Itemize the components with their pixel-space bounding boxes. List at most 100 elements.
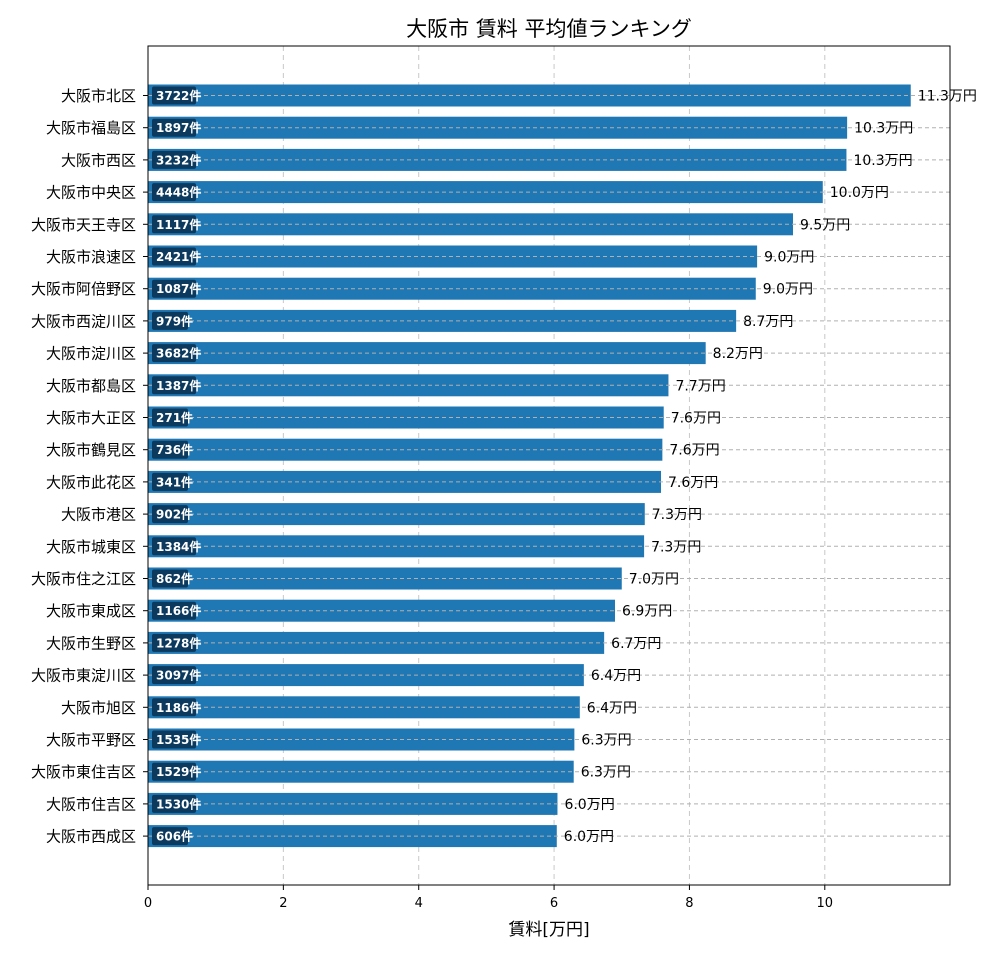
value-label: 7.7万円 bbox=[675, 378, 725, 394]
y-tick-label: 大阪市西区 bbox=[61, 151, 136, 169]
count-badge bbox=[152, 183, 196, 202]
grid-layer bbox=[282, 46, 826, 885]
count-badge bbox=[152, 215, 196, 234]
value-label: 9.5万円 bbox=[800, 217, 850, 233]
value-label: 10.0万円 bbox=[830, 185, 889, 201]
y-tick-label: 大阪市都島区 bbox=[46, 377, 136, 395]
count-label: 979件 bbox=[156, 313, 193, 328]
count-label: 1387件 bbox=[156, 378, 201, 393]
count-label: 2421件 bbox=[156, 249, 201, 264]
x-tick-label: 6 bbox=[550, 896, 558, 911]
count-badge bbox=[152, 150, 196, 169]
labels-layer: 3722件 11.3万円 1897件 10.3万円 3232件 10.3万円 4448件 10… bbox=[152, 86, 977, 846]
y-tick-label: 大阪市淀川区 bbox=[46, 345, 136, 363]
value-label: 8.7万円 bbox=[743, 314, 793, 330]
count-badge bbox=[152, 633, 196, 652]
count-label: 1535件 bbox=[156, 732, 201, 747]
value-label: 6.9万円 bbox=[622, 604, 672, 620]
value-label: 7.6万円 bbox=[669, 443, 719, 459]
value-label: 6.3万円 bbox=[581, 765, 631, 781]
y-tick-label: 大阪市旭区 bbox=[61, 699, 136, 717]
count-badge bbox=[152, 537, 196, 556]
value-label: 10.3万円 bbox=[853, 153, 912, 169]
count-label: 1384件 bbox=[156, 539, 201, 554]
y-tick-label: 大阪市此花区 bbox=[46, 473, 136, 491]
count-badge bbox=[152, 472, 188, 491]
count-badge bbox=[152, 86, 196, 105]
bar bbox=[148, 696, 580, 719]
count-label: 736件 bbox=[156, 442, 193, 457]
value-label: 10.3万円 bbox=[854, 121, 913, 137]
value-label: 9.0万円 bbox=[764, 250, 814, 266]
y-tick-label: 大阪市港区 bbox=[61, 506, 136, 524]
value-label: 6.7万円 bbox=[611, 636, 661, 652]
count-badge bbox=[152, 440, 188, 459]
count-label: 3097件 bbox=[156, 668, 201, 683]
x-tick-label: 10 bbox=[817, 896, 834, 911]
count-badge bbox=[152, 601, 196, 620]
x-tick-label: 4 bbox=[415, 896, 423, 911]
y-tick-label: 大阪市西淀川区 bbox=[31, 312, 136, 330]
count-label: 1897件 bbox=[156, 120, 201, 135]
value-label: 7.3万円 bbox=[652, 507, 702, 523]
y-tick-label: 大阪市天王寺区 bbox=[31, 216, 136, 234]
y-tick-label: 大阪市阿倍野区 bbox=[31, 280, 136, 298]
x-tick-label: 8 bbox=[685, 896, 693, 911]
count-label: 1087件 bbox=[156, 281, 201, 296]
count-label: 902件 bbox=[156, 507, 193, 522]
value-label: 9.0万円 bbox=[763, 282, 813, 298]
count-badge bbox=[152, 666, 196, 685]
y-tick-label: 大阪市浪速区 bbox=[46, 248, 136, 266]
count-badge bbox=[152, 505, 188, 524]
y-tick-label: 大阪市西成区 bbox=[46, 828, 136, 846]
y-tick-label: 大阪市鶴見区 bbox=[46, 441, 136, 459]
count-badge bbox=[152, 279, 196, 298]
plot-frame bbox=[147, 45, 951, 886]
count-label: 1186件 bbox=[156, 700, 201, 715]
bars-layer bbox=[148, 84, 911, 848]
y-tick-label: 大阪市住吉区 bbox=[46, 795, 136, 813]
chart-title: 大阪市 賃料 平均値ランキング bbox=[406, 17, 692, 41]
y-tick-label: 大阪市大正区 bbox=[46, 409, 136, 427]
bar bbox=[148, 470, 662, 493]
x-tick-label: 0 bbox=[144, 896, 152, 911]
y-tick-label: 大阪市福島区 bbox=[46, 119, 136, 137]
x-axis: 0 2 4 6 8 10 bbox=[144, 885, 833, 911]
value-label: 6.0万円 bbox=[564, 829, 614, 845]
count-badge bbox=[152, 827, 188, 846]
value-label: 8.2万円 bbox=[713, 346, 763, 362]
value-label: 7.6万円 bbox=[668, 475, 718, 491]
y-tick-label: 大阪市生野区 bbox=[46, 634, 136, 652]
count-badge bbox=[152, 408, 188, 427]
bar bbox=[148, 116, 848, 139]
value-label: 11.3万円 bbox=[918, 89, 977, 105]
y-tick-label: 大阪市中央区 bbox=[46, 184, 136, 202]
count-badge bbox=[152, 344, 196, 363]
count-label: 1166件 bbox=[156, 603, 201, 618]
value-label: 7.6万円 bbox=[671, 411, 721, 427]
x-axis-label: 賃料[万円] bbox=[508, 920, 589, 940]
bar bbox=[148, 567, 622, 590]
count-badge bbox=[152, 311, 188, 330]
value-label: 6.3万円 bbox=[581, 733, 631, 749]
count-badge bbox=[152, 730, 196, 749]
y-tick-label: 大阪市北区 bbox=[61, 87, 136, 105]
y-tick-label: 大阪市東住吉区 bbox=[31, 763, 136, 781]
bar bbox=[148, 342, 706, 365]
y-tick-label: 大阪市平野区 bbox=[46, 731, 136, 749]
count-badge bbox=[152, 376, 196, 395]
x-tick-label: 2 bbox=[279, 896, 287, 911]
count-label: 1278件 bbox=[156, 635, 201, 650]
count-badge bbox=[152, 247, 196, 266]
count-label: 4448件 bbox=[156, 185, 201, 200]
value-label: 7.0万円 bbox=[629, 572, 679, 588]
count-label: 1529件 bbox=[156, 764, 201, 779]
value-label: 6.0万円 bbox=[564, 797, 614, 813]
count-label: 862件 bbox=[156, 571, 193, 586]
bar bbox=[148, 406, 664, 429]
count-label: 341件 bbox=[156, 474, 193, 489]
y-tick-label: 大阪市東淀川区 bbox=[31, 667, 136, 685]
count-label: 1117件 bbox=[156, 217, 201, 232]
value-label: 6.4万円 bbox=[587, 700, 637, 716]
